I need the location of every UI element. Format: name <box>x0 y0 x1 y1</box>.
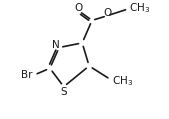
Text: S: S <box>61 87 67 97</box>
Text: O: O <box>103 8 112 18</box>
Text: O: O <box>74 3 82 13</box>
Text: N: N <box>52 40 59 50</box>
Text: Br: Br <box>21 70 33 80</box>
Text: CH$_3$: CH$_3$ <box>129 1 151 15</box>
Text: CH$_3$: CH$_3$ <box>112 74 133 88</box>
